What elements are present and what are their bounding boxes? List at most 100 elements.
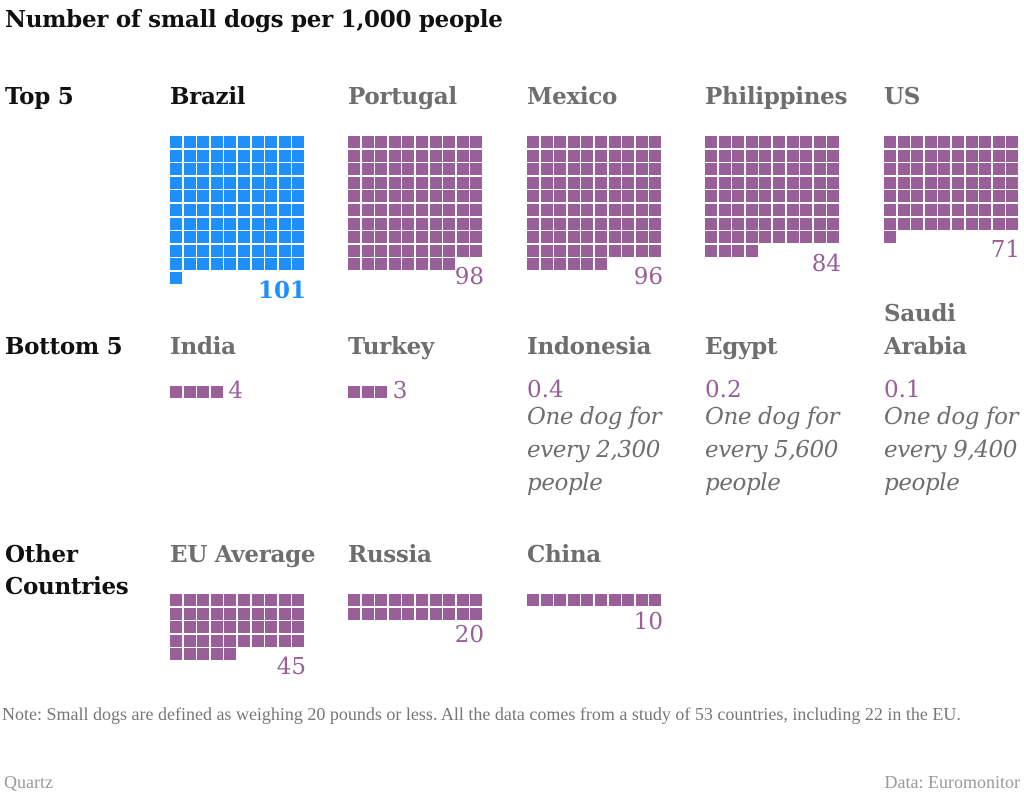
waffle-cell: [238, 231, 250, 244]
waffle-cell: [800, 149, 813, 162]
waffle-cell: [265, 244, 278, 257]
waffle-cell: [348, 204, 360, 216]
waffle-cell: [402, 176, 415, 189]
waffle-cell: [827, 149, 840, 162]
waffle-cell: [952, 136, 964, 148]
waffle-cell: [210, 136, 223, 148]
waffle-cell: [952, 190, 964, 203]
country-label: Brazil: [170, 83, 246, 110]
waffle-cell: [375, 136, 388, 148]
waffle-cell: [965, 136, 978, 148]
waffle-cell: [292, 258, 305, 271]
waffle-cell: [443, 217, 456, 230]
waffle-cell: [827, 136, 840, 148]
waffle-cell: [979, 149, 992, 162]
waffle-cell: [979, 176, 992, 189]
waffle-cell: [443, 176, 456, 189]
waffle-cell: [238, 594, 250, 606]
waffle-cell: [470, 217, 483, 230]
waffle-cell: [292, 231, 305, 244]
waffle-cell: [470, 244, 483, 257]
waffle-cell: [170, 176, 182, 189]
waffle-cell: [375, 217, 388, 230]
waffle-cell: [429, 231, 442, 244]
waffle-cell: [210, 594, 223, 606]
waffle-cell: [361, 136, 374, 148]
waffle-cell: [608, 217, 621, 230]
waffle-cell: [361, 190, 374, 203]
waffle-cell: [622, 204, 635, 216]
waffle-cell: [238, 258, 250, 271]
waffle-cell: [1006, 176, 1019, 189]
waffle-cell: [567, 244, 580, 257]
waffle-cell: [265, 204, 278, 216]
waffle-cell: [527, 190, 539, 203]
waffle-cell: [911, 176, 924, 189]
waffle-cell: [924, 163, 937, 176]
waffle-cell: [210, 217, 223, 230]
waffle-cell: [745, 176, 758, 189]
waffle-cell: [348, 231, 360, 244]
waffle-cell: [429, 136, 442, 148]
waffle-cell: [745, 136, 758, 148]
chart-title: Number of small dogs per 1,000 people: [5, 6, 503, 33]
waffle-cell: [183, 231, 196, 244]
waffle-cell: [635, 149, 648, 162]
waffle-cell: [952, 204, 964, 216]
waffle-cell: [361, 176, 374, 189]
waffle-cell: [456, 217, 469, 230]
waffle-cell: [265, 634, 278, 647]
waffle-cell: [238, 190, 250, 203]
waffle-cell: [924, 190, 937, 203]
waffle-cell: [292, 594, 305, 606]
waffle-cell: [210, 607, 223, 620]
waffle-cell: [251, 149, 264, 162]
waffle-cell: [170, 594, 182, 606]
waffle-cell: [567, 217, 580, 230]
waffle-cell: [251, 136, 264, 148]
waffle-cell: [402, 607, 415, 620]
waffle-cell: [224, 594, 237, 606]
waffle-cell: [456, 231, 469, 244]
waffle-cell: [183, 204, 196, 216]
waffle-cell: [429, 217, 442, 230]
waffle-cell: [759, 217, 772, 230]
waffle-cell: [581, 204, 594, 216]
waffle-cell: [745, 163, 758, 176]
waffle-cell: [979, 190, 992, 203]
waffle-cell: [649, 244, 662, 257]
waffle-cell: [170, 648, 182, 661]
waffle-cell: [348, 217, 360, 230]
per-capita-note-line: One dog for: [527, 404, 662, 430]
waffle-cell: [170, 231, 182, 244]
waffle-cell: [938, 149, 951, 162]
waffle-cell: [827, 231, 840, 244]
waffle-cell: [388, 163, 401, 176]
waffle-cell: [210, 176, 223, 189]
waffle-cell: [759, 231, 772, 244]
waffle-cell: [238, 176, 250, 189]
waffle-cell: [278, 634, 291, 647]
waffle-cell: [361, 149, 374, 162]
waffle-cell: [197, 594, 210, 606]
waffle-cell: [292, 621, 305, 634]
waffle-cell: [183, 594, 196, 606]
waffle-cell: [938, 217, 951, 230]
waffle-cell: [773, 190, 785, 203]
waffle-cell: [402, 258, 415, 271]
waffle-cell: [635, 217, 648, 230]
waffle-cell: [238, 217, 250, 230]
waffle-cell: [979, 217, 992, 230]
waffle-cell: [210, 204, 223, 216]
waffle-cell: [429, 594, 442, 606]
waffle-cell: [581, 258, 594, 271]
waffle-cell: [965, 217, 978, 230]
waffle-cell: [732, 217, 745, 230]
waffle-cell: [884, 149, 896, 162]
waffle-cell: [992, 176, 1005, 189]
waffle-cell: [649, 136, 662, 148]
waffle-cell: [527, 204, 539, 216]
waffle-cell: [897, 204, 910, 216]
waffle-cell: [595, 190, 607, 203]
waffle-cell: [238, 244, 250, 257]
